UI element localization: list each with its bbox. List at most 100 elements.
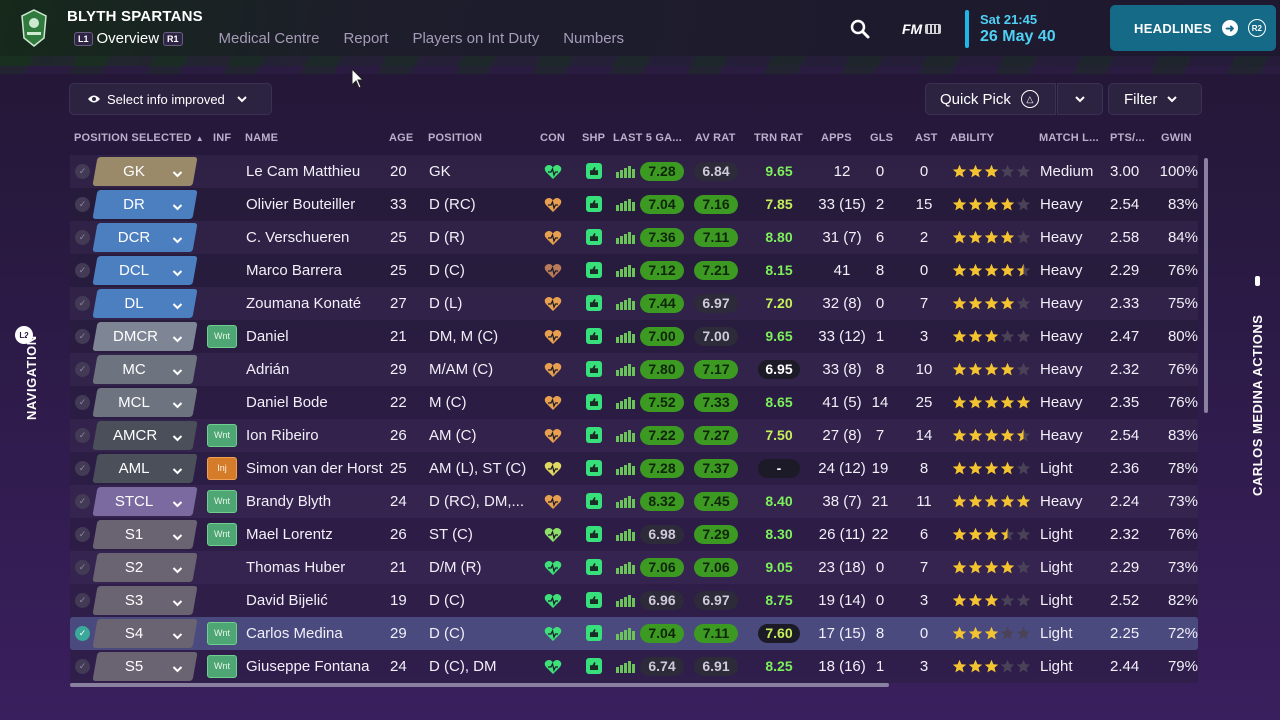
table-row[interactable]: ✓ S5 Wnt Giuseppe Fontana 24 D (C), DM 6.74 6.9… <box>70 650 1198 683</box>
row-select-checkbox[interactable]: ✓ <box>75 494 90 509</box>
col-gls[interactable]: GLS <box>870 132 894 144</box>
player-name[interactable]: Daniel Bode <box>246 394 328 411</box>
player-name[interactable]: Thomas Huber <box>246 559 346 576</box>
player-name[interactable]: Giuseppe Fontana <box>246 658 370 675</box>
position-selector[interactable]: STCL <box>92 487 198 516</box>
headlines-button[interactable]: HEADLINES ➜ R2 <box>1110 5 1276 51</box>
player-name[interactable]: Mael Lorentz <box>246 526 333 543</box>
player-name[interactable]: Carlos Medina <box>246 625 343 642</box>
table-row[interactable]: ✓ AML Inj Simon van der Horst 25 AM (L), ST (… <box>70 452 1198 485</box>
player-name[interactable]: Marco Barrera <box>246 262 342 279</box>
position-selector[interactable]: DCR <box>92 223 198 252</box>
col-trn-rat[interactable]: TRN RAT <box>754 132 803 144</box>
col-pts-per-game[interactable]: PTS/... <box>1110 132 1146 144</box>
col-shp[interactable]: SHP <box>582 132 606 144</box>
tab-players-on-int-duty[interactable]: Players on Int Duty <box>412 30 540 47</box>
player-name[interactable]: C. Verschueren <box>246 229 350 246</box>
col-name[interactable]: NAME <box>245 132 279 144</box>
row-select-checkbox[interactable]: ✓ <box>75 428 90 443</box>
table-row[interactable]: ✓ MC Adrián 29 M/AM (C) 7.80 7.17 6.95 33 (8) 8 10… <box>70 353 1198 386</box>
row-select-checkbox[interactable]: ✓ <box>75 461 90 476</box>
player-name[interactable]: Le Cam Matthieu <box>246 163 361 180</box>
row-select-checkbox[interactable]: ✓ <box>75 197 90 212</box>
row-select-checkbox[interactable]: ✓ <box>75 560 90 575</box>
row-select-checkbox[interactable]: ✓ <box>75 296 90 311</box>
current-time[interactable]: Sat 21:45 <box>980 12 1038 27</box>
quick-pick-dropdown[interactable] <box>1057 83 1103 115</box>
position-selector[interactable]: DMCR <box>92 322 198 351</box>
player-name[interactable]: Ion Ribeiro <box>246 427 319 444</box>
info-badge[interactable]: Wnt <box>207 490 237 513</box>
table-row[interactable]: ✓ S4 Wnt Carlos Medina 29 D (C) 7.04 7.11 7.60 17… <box>70 617 1198 650</box>
table-row[interactable]: ✓ DL Zoumana Konaté 27 D (L) 7.44 6.97 7.20 32 (… <box>70 287 1198 320</box>
position-selector[interactable]: MC <box>92 355 198 384</box>
table-row[interactable]: ✓ MCL Daniel Bode 22 M (C) 7.52 7.33 8.65 41 (5)… <box>70 386 1198 419</box>
table-row[interactable]: ✓ DR Olivier Bouteiller 33 D (RC) 7.04 7.16 7.8… <box>70 188 1198 221</box>
row-select-checkbox[interactable]: ✓ <box>75 593 90 608</box>
table-row[interactable]: ✓ DCL Marco Barrera 25 D (C) 7.12 7.21 8.15 41 8 0… <box>70 254 1198 287</box>
player-name[interactable]: Adrián <box>246 361 290 378</box>
col-av-rat[interactable]: AV RAT <box>695 132 736 144</box>
col-age[interactable]: AGE <box>389 132 414 144</box>
col-match-load[interactable]: MATCH L... <box>1039 132 1099 144</box>
player-name[interactable]: Zoumana Konaté <box>246 295 362 312</box>
info-badge[interactable]: Wnt <box>207 325 237 348</box>
table-row[interactable]: ✓ S2 Thomas Huber 21 D/M (R) 7.06 7.06 9.05 23 (… <box>70 551 1198 584</box>
tab-medical-centre[interactable]: Medical Centre <box>218 30 320 47</box>
table-row[interactable]: ✓ DMCR Wnt Daniel 21 DM, M (C) 7.00 7.00 9.65 33 … <box>70 320 1198 353</box>
position-selector[interactable]: S2 <box>92 553 198 582</box>
table-row[interactable]: ✓ DCR C. Verschueren 25 D (R) 7.36 7.11 8.80 31 … <box>70 221 1198 254</box>
club-name[interactable]: BLYTH SPARTANS <box>67 8 203 25</box>
info-badge[interactable]: Wnt <box>207 424 237 447</box>
tab-overview[interactable]: L1 Overview R1 <box>70 30 187 47</box>
info-badge[interactable]: Wnt <box>207 655 237 678</box>
player-name[interactable]: Olivier Bouteiller <box>246 196 356 213</box>
select-info-dropdown[interactable]: Select info improved <box>69 83 272 115</box>
row-select-checkbox[interactable]: ✓ <box>75 659 90 674</box>
info-badge[interactable]: Wnt <box>207 523 237 546</box>
tab-numbers[interactable]: Numbers <box>563 30 625 47</box>
row-select-checkbox[interactable]: ✓ <box>75 362 90 377</box>
position-selector[interactable]: S1 <box>92 520 198 549</box>
col-apps[interactable]: APPS <box>821 132 852 144</box>
row-select-checkbox[interactable]: ✓ <box>75 263 90 278</box>
position-selector[interactable]: MCL <box>92 388 198 417</box>
position-selector[interactable]: GK <box>92 157 198 186</box>
col-con[interactable]: CON <box>540 132 566 144</box>
position-selector[interactable]: AML <box>92 454 198 483</box>
table-row[interactable]: ✓ AMCR Wnt Ion Ribeiro 26 AM (C) 7.22 7.27 7.50 2… <box>70 419 1198 452</box>
table-row[interactable]: ✓ S3 David Bijelić 19 D (C) 6.96 6.97 8.75 19 (1… <box>70 584 1198 617</box>
fm-menu-button[interactable]: FM <box>902 21 942 37</box>
position-selector[interactable]: S4 <box>92 619 198 648</box>
horizontal-scrollbar[interactable] <box>70 683 889 687</box>
player-name[interactable]: David Bijelić <box>246 592 328 609</box>
tab-report[interactable]: Report <box>343 30 389 47</box>
current-date[interactable]: 26 May 40 <box>980 28 1056 45</box>
row-select-checkbox[interactable]: ✓ <box>75 395 90 410</box>
info-badge[interactable]: Wnt <box>207 622 237 645</box>
row-select-checkbox[interactable]: ✓ <box>75 230 90 245</box>
col-gwin[interactable]: GWIN <box>1161 132 1192 144</box>
col-inf[interactable]: INF <box>213 132 232 144</box>
position-selector[interactable]: DR <box>92 190 198 219</box>
player-name[interactable]: Brandy Blyth <box>246 493 332 510</box>
col-last-5-games[interactable]: LAST 5 GA... <box>613 132 683 144</box>
position-selector[interactable]: DCL <box>92 256 198 285</box>
position-selector[interactable]: S3 <box>92 586 198 615</box>
vertical-scrollbar[interactable] <box>1204 158 1208 413</box>
col-ast[interactable]: AST <box>915 132 938 144</box>
position-selector[interactable]: AMCR <box>92 421 198 450</box>
col-ability[interactable]: ABILITY <box>950 132 995 144</box>
player-name[interactable]: Simon van der Horst <box>246 460 383 477</box>
table-row[interactable]: ✓ STCL Wnt Brandy Blyth 24 D (RC), DM,... 8.32… <box>70 485 1198 518</box>
quick-pick-button[interactable]: Quick Pick △ <box>925 83 1056 115</box>
table-row[interactable]: ✓ GK Le Cam Matthieu 20 GK 7.28 6.84 9.65 12 0 0 Me… <box>70 155 1198 188</box>
position-selector[interactable]: DL <box>92 289 198 318</box>
player-actions-panel-toggle[interactable]: CARLOS MEDINA ACTIONS <box>1250 314 1265 496</box>
row-select-checkbox[interactable]: ✓ <box>75 527 90 542</box>
col-position[interactable]: POSITION <box>428 132 483 144</box>
navigation-panel-toggle[interactable]: NAVIGATION <box>24 335 39 420</box>
info-badge[interactable]: Inj <box>207 457 237 480</box>
search-icon[interactable] <box>849 18 871 40</box>
row-select-checkbox[interactable]: ✓ <box>75 626 90 641</box>
